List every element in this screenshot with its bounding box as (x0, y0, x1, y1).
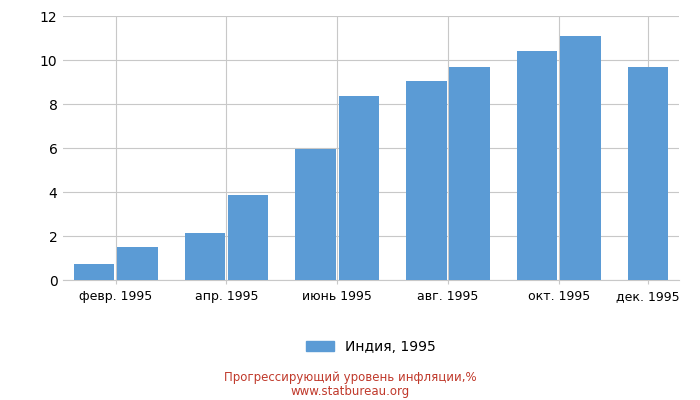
Bar (117, 247, 158, 280)
Bar (517, 51, 557, 280)
Bar (560, 36, 601, 280)
Text: www.statbureau.org: www.statbureau.org (290, 385, 410, 398)
Bar (295, 149, 336, 280)
Bar (185, 233, 225, 280)
Bar (449, 67, 490, 280)
Text: Прогрессирующий уровень инфляции,%: Прогрессирующий уровень инфляции,% (224, 372, 476, 384)
Bar (74, 264, 114, 280)
Bar (339, 96, 379, 280)
Bar (628, 67, 668, 280)
Legend: Индия, 1995: Индия, 1995 (300, 334, 442, 360)
Bar (406, 81, 447, 280)
Bar (228, 195, 268, 280)
